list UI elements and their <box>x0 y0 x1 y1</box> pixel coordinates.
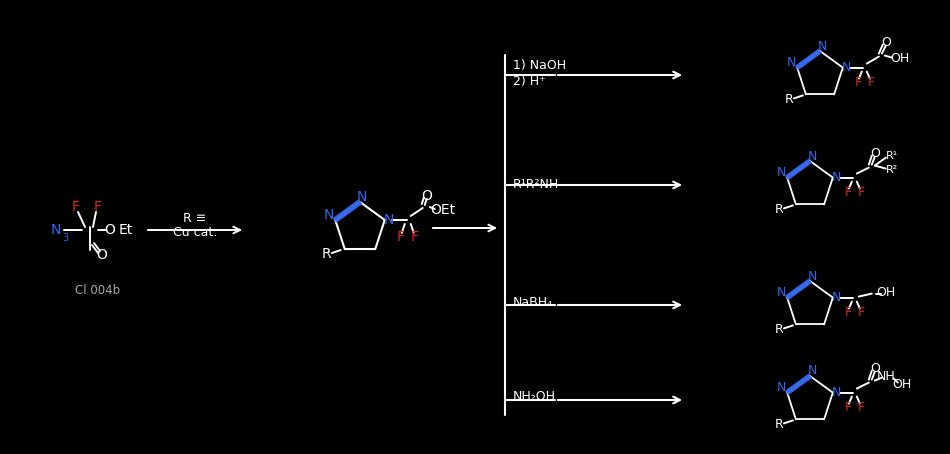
Text: OEt: OEt <box>430 203 455 217</box>
Text: N: N <box>50 223 61 237</box>
Text: O: O <box>870 362 880 375</box>
Text: N: N <box>776 166 786 179</box>
Text: R: R <box>785 93 793 106</box>
Text: R¹: R¹ <box>885 151 898 161</box>
Text: F: F <box>857 306 864 319</box>
Text: O: O <box>870 147 880 160</box>
Text: O: O <box>104 223 116 237</box>
Text: N: N <box>776 286 786 299</box>
Text: O: O <box>97 248 107 262</box>
Text: Et: Et <box>119 223 133 237</box>
Text: N: N <box>808 270 817 282</box>
Text: F: F <box>72 200 80 214</box>
Text: R: R <box>774 203 783 216</box>
Text: F: F <box>845 306 851 319</box>
Text: O: O <box>421 189 432 203</box>
Text: N: N <box>776 381 786 394</box>
Text: F: F <box>867 76 874 89</box>
Text: F: F <box>410 230 419 244</box>
Text: F: F <box>857 401 864 414</box>
Text: F: F <box>397 230 405 244</box>
Text: N: N <box>842 61 851 74</box>
Text: R: R <box>774 323 783 336</box>
Text: OH: OH <box>892 378 911 391</box>
Text: R: R <box>774 418 783 431</box>
Text: N: N <box>357 190 368 204</box>
Text: Cl 004b: Cl 004b <box>75 283 120 296</box>
Text: 2) H⁺: 2) H⁺ <box>513 75 545 89</box>
Text: O: O <box>881 36 891 49</box>
Text: N: N <box>832 291 842 304</box>
Text: N: N <box>832 171 842 184</box>
Text: R: R <box>322 247 332 261</box>
Text: OH: OH <box>890 52 909 65</box>
Text: N: N <box>808 365 817 377</box>
Text: F: F <box>845 186 851 199</box>
Text: F: F <box>94 200 102 214</box>
Text: 1) NaOH: 1) NaOH <box>513 59 566 71</box>
Text: R¹R²NH: R¹R²NH <box>513 178 560 192</box>
Text: NaBH₄: NaBH₄ <box>513 296 553 309</box>
Text: N: N <box>832 386 842 399</box>
Text: N: N <box>787 56 796 69</box>
Text: R ≡: R ≡ <box>183 212 207 224</box>
Text: N: N <box>808 149 817 163</box>
Text: NH₂OH: NH₂OH <box>513 390 556 404</box>
Text: N: N <box>324 208 334 222</box>
Text: F: F <box>845 401 851 414</box>
Text: N: N <box>817 39 826 53</box>
Text: OH: OH <box>876 286 896 299</box>
Text: 3: 3 <box>62 233 68 243</box>
Text: F: F <box>854 76 862 89</box>
Text: Cu cat.: Cu cat. <box>173 226 218 238</box>
Text: NH: NH <box>877 370 895 383</box>
Text: N: N <box>384 213 394 227</box>
Text: R²: R² <box>885 165 898 175</box>
Text: F: F <box>857 186 864 199</box>
